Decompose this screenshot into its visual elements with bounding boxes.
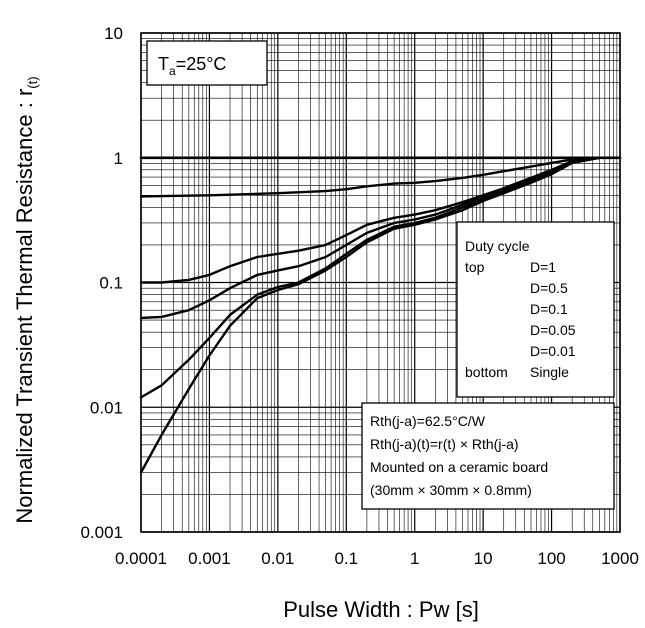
y-axis-title-main: Normalized Transient Thermal Resistance … [12, 89, 37, 524]
series-line-5 [139, 156, 622, 474]
x-tick-label: 0.001 [188, 549, 231, 568]
y-tick-label: 0.01 [90, 398, 123, 417]
condition-prefix: T [158, 54, 169, 74]
x-tick-labels: 0.0001 0.001 0.01 0.1 1 10 100 1000 [115, 549, 639, 568]
legend-box: Duty cycle top D=1 D=0.5 D=0.1 D=0.05 D=… [456, 221, 615, 398]
x-tick-label: 1000 [601, 549, 639, 568]
svg-text:Ta=25°C: Ta=25°C [158, 54, 226, 78]
note-mounting: Mounted on a ceramic board [370, 459, 548, 475]
series-layer [139, 156, 622, 474]
y-tick-label: 10 [104, 24, 123, 43]
x-tick-label: 0.1 [334, 549, 358, 568]
legend-entry-d1: D=1 [530, 259, 556, 275]
condition-subscript: a [169, 64, 176, 78]
y-tick-label: 1 [114, 149, 123, 168]
legend-entry-d01: D=0.1 [530, 301, 568, 317]
x-tick-label: 0.0001 [115, 549, 167, 568]
note-formula: Rth(j-a)(t)=r(t) × Rth(j-a) [370, 436, 519, 452]
y-tick-label: 0.001 [80, 523, 123, 542]
x-axis-title: Pulse Width : Pw [s] [283, 597, 479, 622]
series-line-2 [139, 156, 622, 284]
condition-suffix: =25°C [176, 54, 227, 74]
legend-title: Duty cycle [465, 238, 530, 254]
legend-entry-d001: D=0.01 [530, 343, 576, 359]
legend-entry-single: Single [530, 364, 569, 380]
x-tick-label: 10 [474, 549, 493, 568]
series-line-4 [139, 156, 622, 399]
notes-box: Rth(j-a)=62.5°C/W Rth(j-a)(t)=r(t) × Rth… [361, 402, 615, 510]
note-board-size: (30mm × 30mm × 0.8mm) [370, 482, 532, 498]
series-line-3 [139, 156, 622, 320]
y-tick-label: 0.1 [99, 274, 123, 293]
y-axis-title: Normalized Transient Thermal Resistance … [12, 76, 40, 523]
legend-pos-bottom: bottom [465, 364, 508, 380]
note-rth: Rth(j-a)=62.5°C/W [370, 413, 486, 429]
y-tick-labels: 10 1 0.1 0.01 0.001 [80, 24, 123, 542]
x-tick-label: 0.01 [261, 549, 294, 568]
y-axis-title-subscript: (t) [25, 76, 40, 88]
legend-entry-d005: D=0.05 [530, 322, 576, 338]
series-line-1 [139, 156, 622, 198]
x-tick-label: 1 [410, 549, 419, 568]
legend-entry-d05: D=0.5 [530, 280, 568, 296]
x-tick-label: 100 [537, 549, 565, 568]
legend-pos-top: top [465, 259, 485, 275]
condition-box: Ta=25°C [146, 40, 268, 86]
